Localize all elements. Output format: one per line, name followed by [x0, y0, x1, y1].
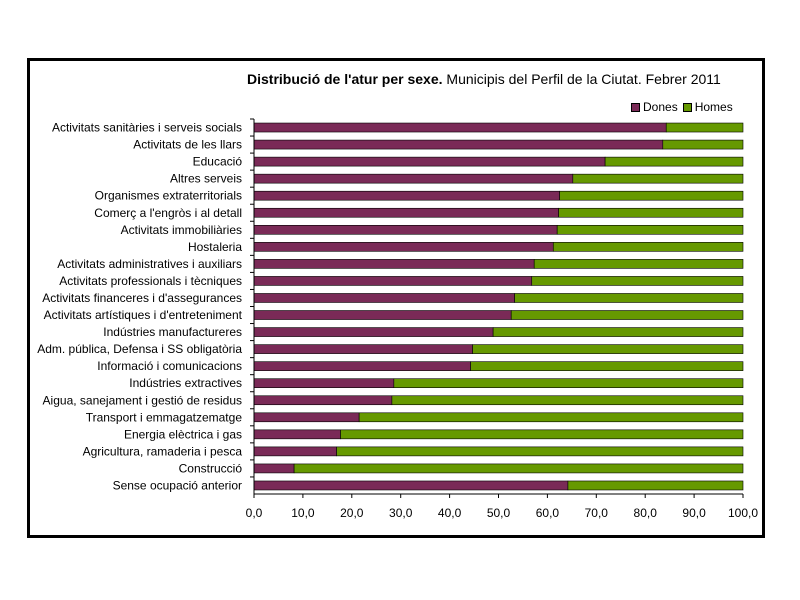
bar-homes-11: [510, 310, 744, 320]
legend-label-homes: Homes: [694, 100, 733, 114]
chart-legend: Dones Homes: [631, 100, 738, 114]
category-label: Indústries manufactureres: [103, 325, 242, 339]
bar-dones-2: [253, 156, 606, 167]
bar-homes-8: [533, 259, 744, 269]
bar-dones-19: [253, 446, 337, 457]
bar-dones-20: [253, 463, 295, 474]
bar-homes-1: [662, 139, 744, 150]
bar-homes-21: [567, 480, 744, 491]
x-tick-label: 0,0: [246, 506, 263, 520]
category-label: Activitats professionals i tècniques: [59, 274, 242, 288]
category-label: Construcció: [179, 461, 243, 475]
bar-dones-18: [253, 429, 341, 440]
bar-dones-11: [253, 310, 512, 320]
category-label: Hostaleria: [188, 240, 242, 254]
bar-homes-6: [556, 224, 744, 235]
legend-swatch-dones: [631, 102, 640, 112]
x-tick-label: 40,0: [438, 506, 462, 520]
legend-swatch-homes: [682, 102, 692, 112]
bar-dones-12: [253, 327, 494, 337]
category-label: Activitats administratives i auxiliars: [57, 257, 242, 271]
bar-dones-5: [253, 207, 559, 218]
bar-homes-20: [293, 463, 744, 474]
category-label: Transport i emmagatzematge: [86, 410, 243, 424]
bar-homes-17: [358, 412, 744, 423]
bar-dones-9: [253, 276, 533, 286]
legend-item-dones: Dones: [631, 100, 678, 114]
bar-homes-0: [665, 122, 744, 133]
bar-homes-7: [552, 242, 744, 252]
bar-dones-1: [253, 139, 664, 150]
x-tick-label: 60,0: [536, 506, 560, 520]
category-label: Activitats sanitàries i serveis socials: [52, 121, 242, 135]
bar-homes-12: [492, 327, 744, 337]
category-label: Comerç a l'engròs i al detall: [94, 206, 242, 220]
bar-dones-3: [253, 173, 574, 184]
bar-homes-3: [572, 173, 744, 184]
x-tick-label: 70,0: [585, 506, 609, 520]
category-label: Activitats immobiliàries: [121, 223, 242, 237]
bar-dones-8: [253, 259, 535, 269]
bar-homes-9: [531, 276, 744, 286]
x-tick-label: 30,0: [389, 506, 413, 520]
category-label: Indústries extractives: [129, 376, 242, 390]
x-tick-label: 50,0: [487, 506, 511, 520]
chart-title-rest: Municipis del Perfil de la Ciutat. Febre…: [442, 71, 721, 87]
bar-dones-21: [253, 480, 569, 491]
x-tick-label: 90,0: [682, 506, 706, 520]
category-label: Aigua, sanejament i gestió de residus: [43, 393, 242, 407]
chart-title: Distribució de l'atur per sexe. Municipi…: [247, 71, 721, 87]
x-tick-label: 80,0: [634, 506, 658, 520]
bar-homes-18: [340, 429, 744, 440]
category-label: Educació: [193, 155, 243, 169]
category-label: Activitats de les llars: [133, 138, 242, 152]
bar-dones-0: [253, 122, 667, 133]
bar-homes-14: [470, 361, 744, 371]
bar-dones-7: [253, 242, 554, 252]
bar-homes-13: [472, 344, 744, 354]
chart-title-bold: Distribució de l'atur per sexe.: [247, 71, 443, 87]
category-label: Energia elèctrica i gas: [124, 427, 242, 441]
x-tick-label: 100,0: [728, 506, 758, 520]
bar-homes-2: [604, 156, 744, 167]
category-label: Activitats financeres i d'assegurances: [42, 291, 242, 305]
category-label: Organismes extraterritorials: [95, 189, 242, 203]
x-tick-label: 20,0: [340, 506, 364, 520]
bar-homes-5: [558, 207, 744, 218]
bar-dones-16: [253, 395, 393, 406]
category-label: Sense ocupació anterior: [113, 478, 242, 492]
bar-dones-17: [253, 412, 360, 423]
category-label: Activitats artístiques i d'entreteniment: [44, 308, 243, 322]
bar-homes-10: [514, 293, 744, 303]
bar-dones-10: [253, 293, 515, 303]
bar-dones-14: [253, 361, 471, 371]
category-label: Agricultura, ramaderia i pesca: [83, 444, 243, 458]
category-label: Altres serveis: [170, 172, 242, 186]
category-label: Adm. pública, Defensa i SS obligatòria: [37, 342, 242, 356]
bar-homes-15: [393, 378, 744, 389]
legend-label-dones: Dones: [643, 100, 678, 114]
bar-dones-4: [253, 190, 560, 201]
bar-dones-13: [253, 344, 473, 354]
category-label: Informació i comunicacions: [97, 359, 242, 373]
bar-homes-19: [336, 446, 744, 457]
x-tick-label: 10,0: [291, 506, 315, 520]
bar-homes-16: [391, 395, 744, 406]
legend-item-homes: Homes: [682, 100, 733, 114]
bar-homes-4: [559, 190, 744, 201]
bar-dones-15: [253, 378, 395, 389]
bar-dones-6: [253, 224, 558, 235]
